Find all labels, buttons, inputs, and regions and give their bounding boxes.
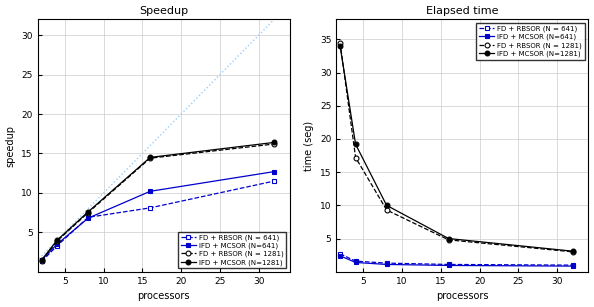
IFD + MCSOR (N=641) (38, 258, 45, 262)
FD + RBSOR (N = 641) (337, 252, 344, 256)
Line: FD + RBSOR (N = 641): FD + RBSOR (N = 641) (337, 251, 575, 267)
FD + RBSOR (N = 1281) (53, 239, 61, 243)
Line: IFD + MCSOR (N=1281): IFD + MCSOR (N=1281) (39, 140, 277, 262)
FD + RBSOR (N = 1281) (147, 156, 154, 160)
IFD + MCSOR (N=641) (569, 264, 576, 268)
FD + RBSOR (N = 641) (569, 263, 576, 267)
FD + RBSOR (N = 1281) (337, 41, 344, 45)
FD + RBSOR (N = 1281) (271, 142, 278, 146)
FD + RBSOR (N = 641) (445, 262, 452, 266)
FD + RBSOR (N = 1281) (445, 238, 452, 242)
Line: FD + RBSOR (N = 1281): FD + RBSOR (N = 1281) (337, 40, 575, 254)
IFD + MCSOR (N=1281) (569, 249, 576, 253)
FD + RBSOR (N = 1281) (569, 250, 576, 254)
Line: FD + RBSOR (N = 641): FD + RBSOR (N = 641) (39, 179, 277, 264)
IFD + MCSOR (N=1281) (38, 258, 45, 262)
Legend: FD + RBSOR (N = 641), IFD + MCSOR (N=641), FD + RBSOR (N = 1281), IFD + MCSOR (N: FD + RBSOR (N = 641), IFD + MCSOR (N=641… (178, 231, 286, 268)
IFD + MCSOR (N=1281) (271, 141, 278, 144)
X-axis label: processors: processors (137, 291, 190, 301)
FD + RBSOR (N = 641) (147, 206, 154, 210)
FD + RBSOR (N = 1281) (352, 156, 359, 159)
Title: Elapsed time: Elapsed time (426, 6, 498, 16)
Line: FD + RBSOR (N = 1281): FD + RBSOR (N = 1281) (39, 142, 277, 263)
IFD + MCSOR (N=1281) (53, 238, 61, 242)
IFD + MCSOR (N=1281) (84, 210, 91, 214)
Line: IFD + MCSOR (N=1281): IFD + MCSOR (N=1281) (337, 44, 575, 254)
FD + RBSOR (N = 641) (352, 259, 359, 263)
FD + RBSOR (N = 1281) (38, 259, 45, 262)
FD + RBSOR (N = 1281) (383, 208, 390, 212)
IFD + MCSOR (N=641) (271, 170, 278, 173)
IFD + MCSOR (N=641) (383, 262, 390, 266)
IFD + MCSOR (N=1281) (337, 44, 344, 48)
Line: IFD + MCSOR (N=641): IFD + MCSOR (N=641) (337, 253, 575, 269)
Y-axis label: time (seg): time (seg) (304, 121, 314, 171)
Y-axis label: speedup: speedup (6, 125, 16, 167)
FD + RBSOR (N = 641) (38, 260, 45, 263)
FD + RBSOR (N = 641) (383, 261, 390, 265)
Title: Speedup: Speedup (139, 6, 188, 16)
IFD + MCSOR (N=1281) (352, 142, 359, 146)
FD + RBSOR (N = 641) (271, 179, 278, 183)
IFD + MCSOR (N=641) (445, 264, 452, 267)
FD + RBSOR (N = 641) (84, 216, 91, 219)
FD + RBSOR (N = 1281) (84, 211, 91, 215)
X-axis label: processors: processors (436, 291, 488, 301)
IFD + MCSOR (N=1281) (445, 237, 452, 240)
FD + RBSOR (N = 641) (53, 244, 61, 247)
Legend: FD + RBSOR (N = 641), IFD + MCSOR (N=641), FD + RBSOR (N = 1281), IFD + MCSOR (N: FD + RBSOR (N = 641), IFD + MCSOR (N=641… (476, 23, 584, 60)
IFD + MCSOR (N=641) (84, 216, 91, 220)
IFD + MCSOR (N=641) (352, 261, 359, 264)
Line: IFD + MCSOR (N=641): IFD + MCSOR (N=641) (39, 169, 277, 262)
IFD + MCSOR (N=641) (337, 254, 344, 258)
IFD + MCSOR (N=641) (147, 189, 154, 193)
IFD + MCSOR (N=641) (53, 242, 61, 246)
IFD + MCSOR (N=1281) (147, 156, 154, 159)
IFD + MCSOR (N=1281) (383, 204, 390, 207)
